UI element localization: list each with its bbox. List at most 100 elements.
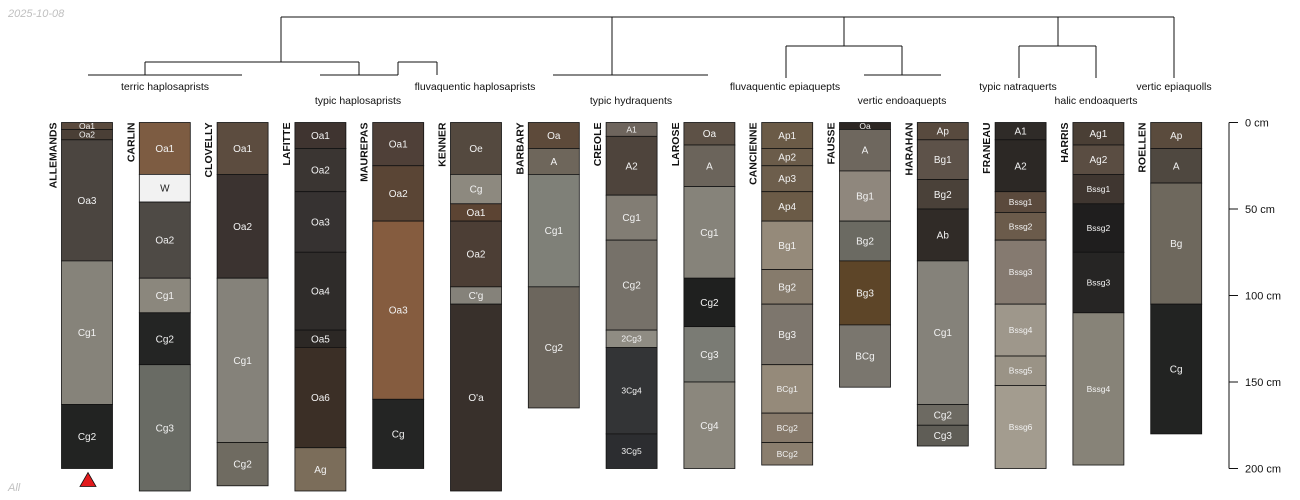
horizon-label: Oa3 — [311, 217, 330, 228]
horizon-label: BCg — [855, 352, 874, 363]
profile-name-carlin: CARLIN — [125, 123, 137, 163]
horizon-label: A1 — [1014, 127, 1027, 138]
horizon-creole-a2 — [605, 135, 658, 196]
horizon-cancienne-bcg2 — [761, 412, 814, 443]
horizon-clovelly-oa1 — [216, 122, 269, 175]
horizon-creole-cg2 — [605, 239, 658, 331]
profile-maurepas: Oa1 Oa2 Oa3 Cg MAUREPAS — [359, 122, 425, 469]
depth-tick-label: 100 cm — [1245, 291, 1281, 303]
horizon-cancienne-ap1 — [761, 122, 814, 149]
horizon-larose-cg4 — [683, 381, 736, 469]
horizon-fausse-a — [839, 129, 891, 172]
horizon-label: Bg1 — [778, 241, 796, 252]
horizon-kenner-cg — [450, 173, 502, 205]
horizon-fausse-bcg — [839, 324, 891, 388]
taxon-label-vertic-epiaquolls: vertic epiaquolls — [1136, 81, 1211, 93]
horizon-label: 2Cg3 — [621, 334, 642, 344]
horizon-label: Bssg1 — [1087, 184, 1111, 194]
horizon-label: Cg1 — [78, 328, 97, 339]
taxon-label-vertic-endoaquepts: vertic endoaquepts — [858, 95, 947, 107]
profile-creole: A1 A2 Cg1 Cg2 2Cg3 3Cg4 3Cg5 CREOLE — [592, 122, 658, 469]
horizon-label: Oa1 — [155, 144, 174, 155]
horizon-harris-bssg1 — [1072, 173, 1125, 205]
depth-tick-label: 0 cm — [1245, 118, 1269, 130]
horizon-label: Bssg6 — [1009, 422, 1033, 432]
horizon-carlin-oa1 — [138, 122, 191, 175]
horizon-label: Ag1 — [1090, 129, 1108, 140]
horizon-label: Oa3 — [78, 196, 97, 207]
profile-clovelly: Oa1 Oa2 Cg1 Cg2 CLOVELLY — [203, 122, 269, 487]
horizon-barbary-cg2 — [527, 286, 580, 409]
profile-carlin: Oa1 W Oa2 Cg1 Cg2 Cg3 CARLIN — [125, 122, 191, 492]
profile-harris: Ag1 Ag2 Bssg1 Bssg2 Bssg3 Bssg4 HARRIS — [1059, 122, 1125, 466]
profile-name-cancienne: CANCIENNE — [748, 123, 760, 185]
horizon-label: Ap1 — [778, 131, 796, 142]
horizon-franeau-bssg4 — [994, 303, 1047, 357]
horizon-label: Oa2 — [79, 130, 95, 140]
horizon-allemands-cg2 — [61, 404, 113, 469]
corner-label: All — [8, 482, 21, 494]
horizon-label: Cg3 — [700, 350, 719, 361]
profile-name-barbary: BARBARY — [514, 123, 526, 175]
profile-larose: Oa A Cg1 Cg2 Cg3 Cg4 LAROSE — [670, 122, 736, 469]
horizon-label: Ap3 — [778, 174, 796, 185]
taxon-label-typic-hydraquents: typic hydraquents — [590, 95, 672, 107]
horizon-label: Oa1 — [311, 131, 330, 142]
horizon-label: Oa1 — [467, 208, 486, 219]
horizon-label: Bg — [1170, 239, 1182, 250]
profile-name-harahan: HARAHAN — [903, 123, 915, 176]
truncation-marker-icon — [79, 471, 97, 487]
profile-fausse: Oa A Bg1 Bg2 Bg3 BCg FAUSSE — [826, 121, 891, 388]
horizon-label: Oa — [859, 121, 871, 131]
horizon-label: A — [550, 157, 557, 168]
horizon-roellen-a — [1150, 148, 1203, 184]
horizon-label: Bssg2 — [1009, 221, 1033, 231]
horizon-label: A — [1173, 161, 1180, 172]
horizon-label: Ag — [314, 465, 326, 476]
horizon-clovelly-cg1 — [216, 277, 269, 443]
depth-tick-label: 200 cm — [1245, 464, 1281, 476]
horizon-franeau-bssg5 — [994, 355, 1047, 386]
horizon-harahan-ab — [916, 208, 969, 262]
horizon-roellen-bg — [1150, 182, 1203, 305]
profile-franeau: A1 A2 Bssg1 Bssg2 Bssg3 Bssg4 Bssg5 Bssg6 FRANEA… — [981, 122, 1047, 469]
horizon-label: Bg1 — [934, 155, 952, 166]
horizon-label: Bssg3 — [1009, 267, 1033, 277]
horizon-clovelly-oa2 — [216, 173, 269, 279]
horizon-label: Ap — [937, 127, 950, 138]
horizon-cancienne-bcg2 — [761, 442, 814, 466]
horizon-label: Cg1 — [622, 213, 641, 224]
horizon-larose-cg1 — [683, 186, 736, 279]
horizon-label: Cg2 — [700, 298, 719, 309]
horizon-harahan-bg1 — [916, 139, 969, 180]
horizon-barbary-oa — [527, 122, 580, 149]
horizon-franeau-bssg2 — [994, 212, 1047, 241]
horizon-label: Oa — [547, 131, 561, 142]
horizon-carlin-w — [138, 173, 191, 203]
profile-name-allemands: ALLEMANDS — [48, 123, 60, 189]
horizon-harahan-cg1 — [916, 260, 969, 405]
horizon-label: Cg — [1170, 365, 1183, 376]
horizon-label: Ag2 — [1090, 155, 1108, 166]
profile-name-franeau: FRANEAU — [981, 123, 993, 174]
horizon-label: BCg2 — [777, 449, 799, 459]
horizon-carlin-cg1 — [138, 277, 191, 314]
horizon-lafitte-oa4 — [294, 251, 347, 331]
profile-kenner: Oe Cg Oa1 Oa2 C'g O'a KENNER — [437, 122, 502, 492]
horizon-roellen-cg — [1150, 303, 1203, 435]
horizon-lafitte-ag — [294, 447, 347, 492]
horizon-label: 3Cg5 — [621, 446, 642, 456]
horizon-cancienne-bg1 — [761, 220, 814, 270]
horizon-label: A — [862, 146, 869, 157]
horizon-franeau-bssg3 — [994, 239, 1047, 305]
profile-roellen: Ap A Bg Cg ROELLEN — [1137, 122, 1203, 435]
horizon-label: Cg3 — [156, 423, 175, 434]
horizon-barbary-a — [527, 148, 580, 175]
taxon-label-typic-haplosaprists: typic haplosaprists — [315, 95, 401, 107]
horizon-label: Oe — [469, 144, 483, 155]
horizon-label: Cg2 — [78, 432, 97, 443]
profile-name-roellen: ROELLEN — [1137, 123, 1149, 173]
horizon-larose-a — [683, 144, 736, 187]
horizon-harahan-bg2 — [916, 179, 969, 210]
